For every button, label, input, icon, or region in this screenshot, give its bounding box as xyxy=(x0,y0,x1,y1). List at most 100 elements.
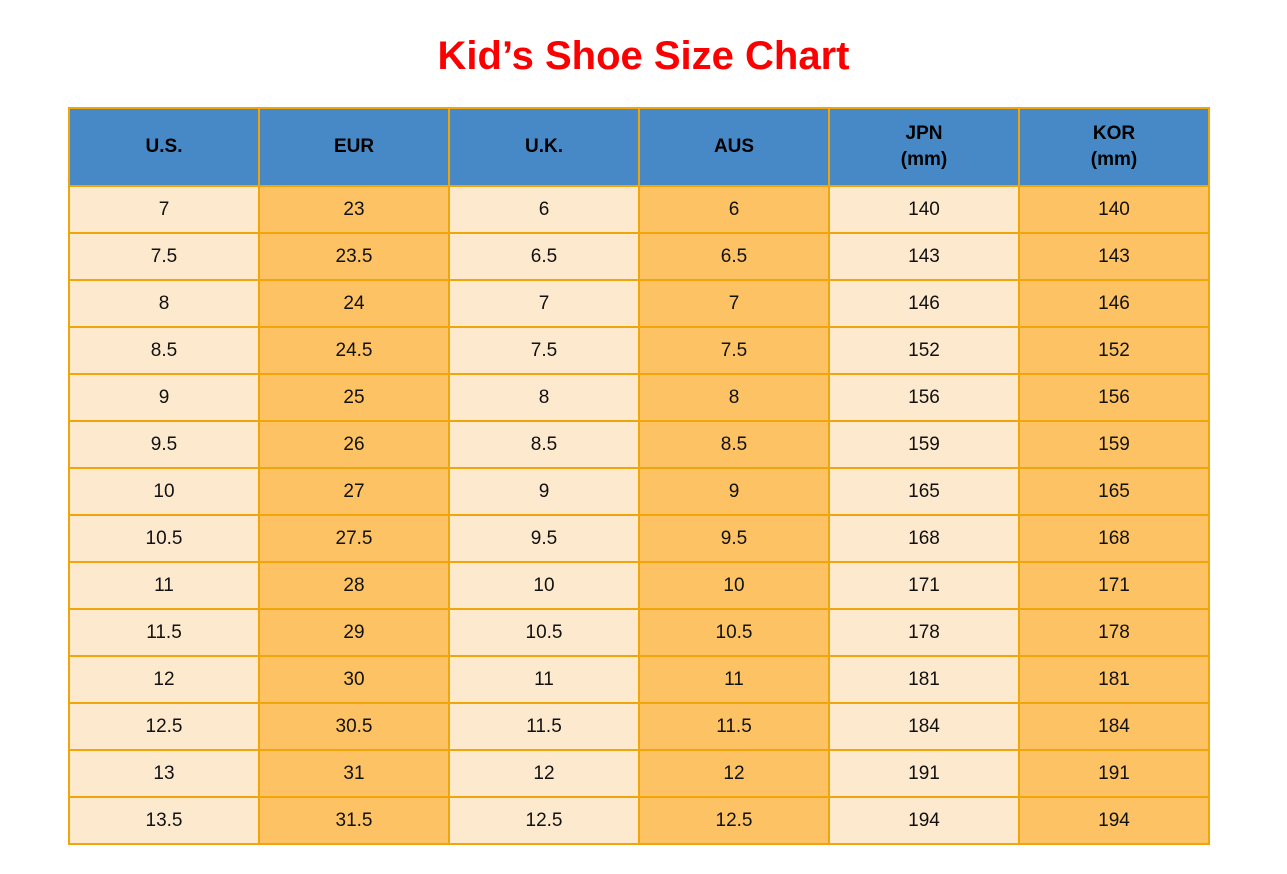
column-header-jpn: JPN (mm) xyxy=(828,107,1020,187)
table-cell: 168 xyxy=(828,514,1020,563)
table-body: 7 23 6 6 140 140 7.5 23.5 6.5 6.5 143 143 8 24 7 7 146 14… xyxy=(68,185,1210,845)
table-cell: 10 xyxy=(638,561,830,610)
table-cell: 7.5 xyxy=(638,326,830,375)
table-cell: 11 xyxy=(638,655,830,704)
table-cell: 9.5 xyxy=(68,420,260,469)
table-cell: 171 xyxy=(1018,561,1210,610)
size-chart-table: U.S. EUR U.K. AUS JPN (mm) KOR (mm) 7 23 6 6 140 140… xyxy=(68,107,1210,845)
table-cell: 12 xyxy=(448,749,640,798)
table-cell: 23.5 xyxy=(258,232,450,281)
page-title: Kid’s Shoe Size Chart xyxy=(437,34,850,78)
table-cell: 11.5 xyxy=(68,608,260,657)
table-row: 7.5 23.5 6.5 6.5 143 143 xyxy=(68,232,1210,281)
table-row: 10 27 9 9 165 165 xyxy=(68,467,1210,516)
table-cell: 184 xyxy=(1018,702,1210,751)
column-header-eur: EUR xyxy=(258,107,450,187)
header-row: U.S. EUR U.K. AUS JPN (mm) KOR (mm) xyxy=(68,107,1210,187)
table-cell: 8.5 xyxy=(448,420,640,469)
table-cell: 194 xyxy=(828,796,1020,845)
table-cell: 6.5 xyxy=(638,232,830,281)
table-cell: 12.5 xyxy=(638,796,830,845)
table-row: 11 28 10 10 171 171 xyxy=(68,561,1210,610)
table-cell: 30 xyxy=(258,655,450,704)
table-cell: 29 xyxy=(258,608,450,657)
table-cell: 8 xyxy=(68,279,260,328)
table-cell: 152 xyxy=(828,326,1020,375)
table-cell: 24.5 xyxy=(258,326,450,375)
table-cell: 11.5 xyxy=(448,702,640,751)
column-header-line: U.K. xyxy=(525,136,563,157)
table-cell: 27 xyxy=(258,467,450,516)
table-cell: 8.5 xyxy=(638,420,830,469)
table-row: 13 31 12 12 191 191 xyxy=(68,749,1210,798)
table-cell: 143 xyxy=(828,232,1020,281)
table-cell: 24 xyxy=(258,279,450,328)
table-cell: 159 xyxy=(828,420,1020,469)
column-header-kor: KOR (mm) xyxy=(1018,107,1210,187)
table-cell: 10 xyxy=(448,561,640,610)
table-cell: 13 xyxy=(68,749,260,798)
table-cell: 27.5 xyxy=(258,514,450,563)
table-header: U.S. EUR U.K. AUS JPN (mm) KOR (mm) xyxy=(68,107,1210,187)
table-cell: 6.5 xyxy=(448,232,640,281)
table-cell: 26 xyxy=(258,420,450,469)
table-cell: 13.5 xyxy=(68,796,260,845)
table-cell: 191 xyxy=(828,749,1020,798)
table-cell: 25 xyxy=(258,373,450,422)
table-cell: 146 xyxy=(1018,279,1210,328)
table-cell: 9 xyxy=(638,467,830,516)
column-header-line: (mm) xyxy=(900,149,948,170)
table-cell: 181 xyxy=(828,655,1020,704)
column-header-line: JPN xyxy=(905,123,943,144)
column-header-aus: AUS xyxy=(638,107,830,187)
table-cell: 12 xyxy=(638,749,830,798)
table-cell: 159 xyxy=(1018,420,1210,469)
column-header-line: EUR xyxy=(333,136,375,157)
table-cell: 194 xyxy=(1018,796,1210,845)
table-cell: 11 xyxy=(448,655,640,704)
table-cell: 7 xyxy=(638,279,830,328)
table-cell: 191 xyxy=(1018,749,1210,798)
table-cell: 9.5 xyxy=(638,514,830,563)
table-row: 11.5 29 10.5 10.5 178 178 xyxy=(68,608,1210,657)
table-row: 12.5 30.5 11.5 11.5 184 184 xyxy=(68,702,1210,751)
table-cell: 28 xyxy=(258,561,450,610)
column-header-line: AUS xyxy=(713,136,755,157)
table-cell: 10.5 xyxy=(448,608,640,657)
table-cell: 140 xyxy=(828,185,1020,234)
table-cell: 8 xyxy=(448,373,640,422)
table-cell: 6 xyxy=(448,185,640,234)
table-cell: 12.5 xyxy=(448,796,640,845)
table-cell: 12.5 xyxy=(68,702,260,751)
table-cell: 156 xyxy=(828,373,1020,422)
table-cell: 9.5 xyxy=(448,514,640,563)
table-cell: 31.5 xyxy=(258,796,450,845)
table-cell: 165 xyxy=(1018,467,1210,516)
table-cell: 8 xyxy=(638,373,830,422)
table-row: 9.5 26 8.5 8.5 159 159 xyxy=(68,420,1210,469)
table-cell: 156 xyxy=(1018,373,1210,422)
column-header-uk: U.K. xyxy=(448,107,640,187)
table-cell: 23 xyxy=(258,185,450,234)
column-header-line: KOR xyxy=(1092,123,1136,144)
table-cell: 9 xyxy=(68,373,260,422)
table-cell: 178 xyxy=(1018,608,1210,657)
table-cell: 178 xyxy=(828,608,1020,657)
table-cell: 152 xyxy=(1018,326,1210,375)
table-cell: 30.5 xyxy=(258,702,450,751)
table-cell: 10 xyxy=(68,467,260,516)
table-cell: 10.5 xyxy=(638,608,830,657)
table-cell: 10.5 xyxy=(68,514,260,563)
table-cell: 140 xyxy=(1018,185,1210,234)
table-row: 7 23 6 6 140 140 xyxy=(68,185,1210,234)
table-cell: 7.5 xyxy=(68,232,260,281)
table-cell: 146 xyxy=(828,279,1020,328)
table-row: 10.5 27.5 9.5 9.5 168 168 xyxy=(68,514,1210,563)
table-cell: 168 xyxy=(1018,514,1210,563)
table-row: 8.5 24.5 7.5 7.5 152 152 xyxy=(68,326,1210,375)
table-row: 8 24 7 7 146 146 xyxy=(68,279,1210,328)
table-cell: 6 xyxy=(638,185,830,234)
table-cell: 7 xyxy=(448,279,640,328)
table-row: 12 30 11 11 181 181 xyxy=(68,655,1210,704)
